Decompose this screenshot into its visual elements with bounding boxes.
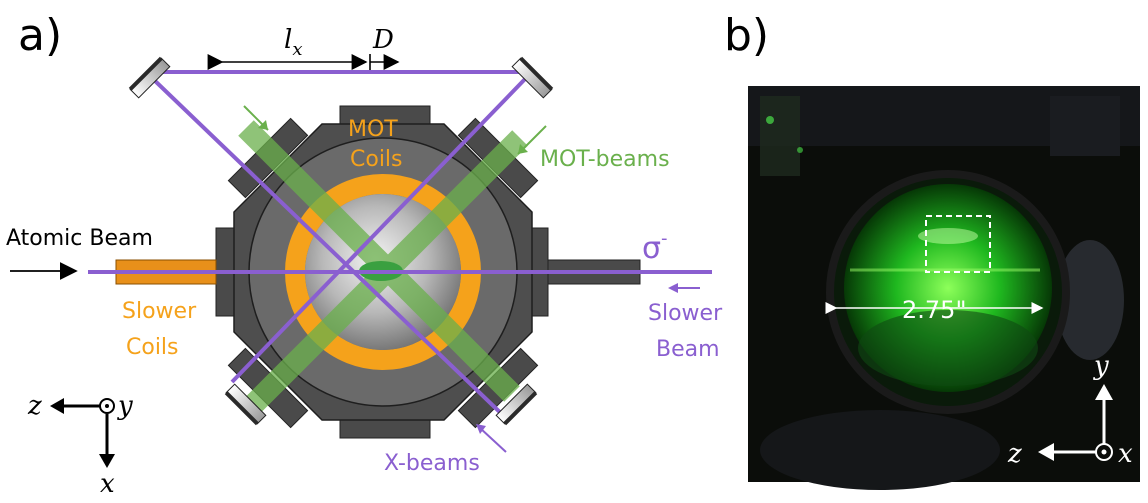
axis-a-z-label: z (27, 391, 42, 421)
photo-left-bracket (760, 96, 800, 176)
slower-beam-line2: Beam (656, 337, 720, 362)
axis-a-y-label: y (117, 391, 133, 421)
axis-b-x-label: x (1118, 439, 1133, 469)
x-beams-arrowhead (476, 424, 486, 434)
mirror-bottom-right (495, 383, 538, 426)
slower-coils-line1: Slower (122, 299, 197, 324)
x-beam-paths (88, 70, 712, 422)
photo-right-bracket (1050, 96, 1120, 156)
axis-a-z-head (50, 398, 64, 414)
atomic-beam-label: Atomic Beam (6, 226, 153, 251)
bottom-flange (339, 417, 431, 439)
mot-label-line1: MOT (348, 117, 398, 142)
lx-label: lx (284, 25, 302, 60)
axis-b-y-label: y (1093, 351, 1109, 381)
axis-b-y-head (1095, 384, 1113, 400)
axes-a: z y x (27, 391, 133, 499)
slower-coils-line2: Coils (126, 335, 179, 360)
panel-b: b) 2.75" y z x (724, 10, 1140, 490)
axis-a-x-label: x (100, 469, 115, 499)
slower-beam-arrowhead (668, 283, 678, 293)
panel-a: a) (6, 10, 723, 499)
photo-bottom-mount (760, 410, 1000, 490)
slower-beam-line1: Slower (648, 301, 723, 326)
mirror-bottom-left (224, 383, 267, 426)
mot-label-line2: Coils (350, 147, 403, 172)
panel-b-label: b) (724, 10, 769, 61)
photo-viewport-lower (858, 310, 1038, 386)
axes-b: y z x (1007, 351, 1133, 469)
mot-beams-arrowhead-left (258, 120, 268, 130)
x-beam-diag-1 (150, 76, 510, 422)
photo-dimension-label: 2.75" (902, 296, 966, 324)
photo-side-flange (1056, 240, 1124, 360)
axis-a-y-dot (105, 404, 109, 408)
dimension-lines (207, 54, 400, 70)
photo-mot-glow (918, 228, 978, 244)
d-label: D (372, 25, 394, 55)
axis-b-z-head (1038, 443, 1054, 461)
panel-a-label: a) (18, 10, 62, 61)
axis-a-x-head (99, 454, 115, 468)
axis-b-z-label: z (1007, 439, 1022, 469)
mot-beams-arrowhead-right (518, 144, 528, 154)
axis-b-x-dot (1101, 449, 1107, 455)
x-beams-arrow (479, 427, 507, 453)
mot-beams-label: MOT-beams (540, 147, 670, 172)
mot-beam-1 (238, 120, 520, 402)
photo-glint-2 (797, 147, 803, 153)
x-beams-label: X-beams (384, 451, 480, 476)
photo-region-box (925, 215, 991, 273)
sigma-minus-label: σ- (642, 228, 668, 266)
x-beam-diag-2 (230, 76, 528, 384)
mirror-top-left (128, 56, 171, 99)
photo-glint-1 (766, 116, 774, 124)
mirror-top-right (511, 56, 554, 99)
